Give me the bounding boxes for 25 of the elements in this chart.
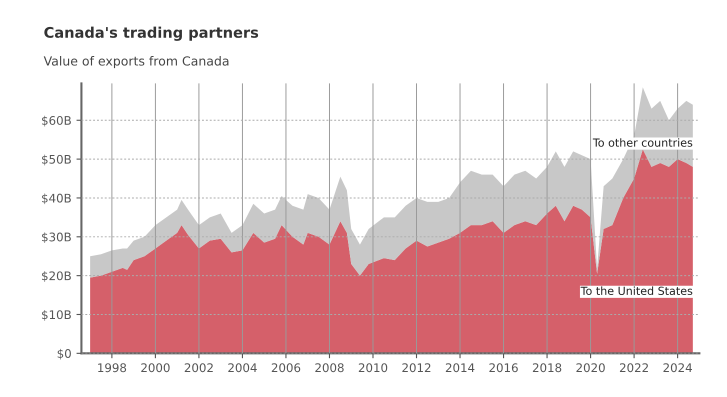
y-tick-label: $0 [58, 348, 71, 360]
x-tick-label: 2006 [272, 363, 300, 372]
x-tick-label: 2002 [184, 363, 213, 372]
x-tick-label: 2010 [358, 363, 388, 372]
chart-subtitle: Value of exports from Canada [44, 56, 228, 68]
y-tick-label: $20B [42, 271, 71, 282]
x-tick-label: 2000 [141, 363, 170, 372]
y-tick-label: $30B [42, 232, 71, 244]
x-tick-label: 2020 [576, 363, 605, 372]
series-label: To other countries [592, 138, 692, 147]
series-label: To the United States [580, 286, 692, 296]
y-tick-label: $60B [42, 116, 71, 126]
x-tick-label: 2008 [315, 363, 344, 372]
y-tick-label: $50B [42, 154, 71, 166]
x-tick-label: 2016 [489, 363, 518, 372]
chart-title: Canada's trading partners [44, 26, 258, 41]
x-tick-label: 1998 [98, 363, 126, 372]
x-tick-label: 2022 [620, 363, 648, 372]
x-tick-label: 2014 [446, 363, 474, 372]
x-tick-label: 2024 [663, 363, 692, 372]
x-tick-label: 2012 [402, 363, 430, 372]
x-tick-label: 2018 [532, 363, 562, 372]
x-tick-label: 2004 [228, 363, 257, 372]
y-tick-label: $10B [42, 310, 71, 321]
y-tick-label: $40B [42, 193, 71, 204]
